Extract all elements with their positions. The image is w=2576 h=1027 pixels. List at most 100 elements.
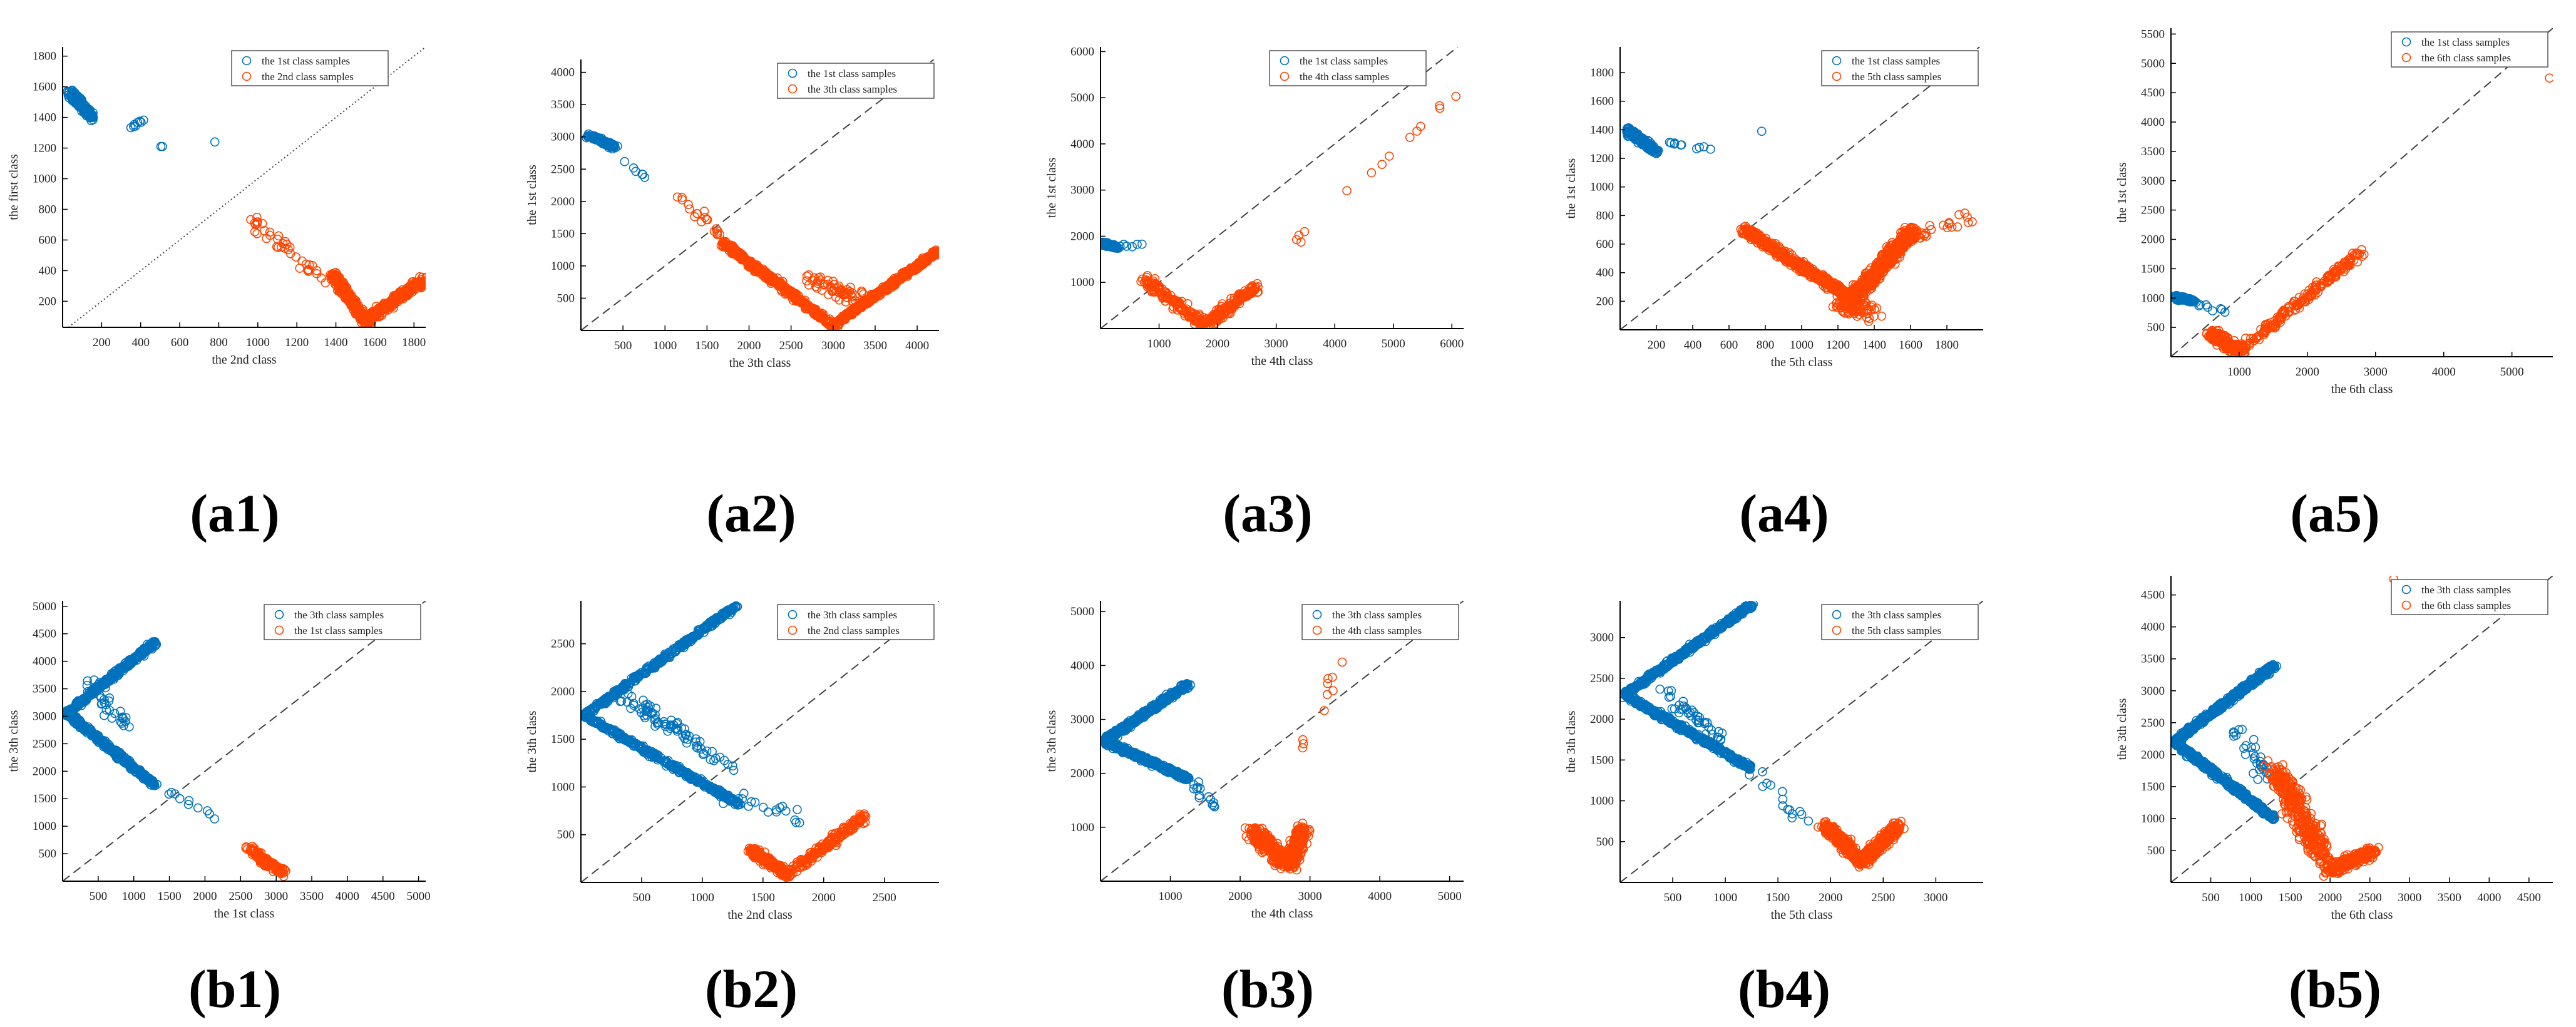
x-tick-label: 1200 (285, 336, 309, 349)
x-tick-label: 1400 (1862, 339, 1886, 352)
x-tick-label: 2000 (1206, 337, 1229, 350)
x-tick-label: 1400 (324, 336, 348, 349)
series2-point (1877, 312, 1886, 320)
x-tick-label: 3500 (863, 339, 887, 352)
y-tick-label: 200 (39, 295, 57, 308)
x-tick-label: 1800 (402, 336, 426, 349)
x-tick-label: 500 (614, 339, 632, 352)
x-tick-label: 3000 (1265, 337, 1288, 350)
y-tick-label: 1500 (2141, 262, 2165, 275)
y-tick-label: 1200 (1590, 152, 1614, 165)
series1-point (1133, 240, 1141, 248)
y-tick-label: 2500 (551, 163, 575, 176)
y-tick-label: 200 (1596, 295, 1614, 308)
legend-label: the 5th class samples (1852, 71, 1941, 83)
reference-line (68, 47, 426, 327)
series2-point (684, 200, 692, 208)
y-tick-label: 2000 (2141, 233, 2165, 247)
y-tick-label: 3000 (551, 131, 575, 144)
reference-line (63, 601, 426, 881)
y-axis-label: the 1st class (525, 165, 539, 225)
x-tick-label: 800 (1757, 339, 1775, 352)
series2-point (674, 193, 682, 201)
y-tick-label: 1000 (551, 260, 575, 273)
x-tick-label: 1600 (363, 336, 387, 349)
series2-point (1954, 223, 1962, 231)
points-a3 (1097, 93, 1460, 332)
reference-line (1620, 47, 1979, 330)
series2-point (295, 264, 304, 272)
series2-point (1367, 169, 1375, 177)
chart-a3: 1000 2000 3000 4000 5000 6000 1000 2000 3000 4000… (1045, 45, 1464, 368)
series2-point (1955, 211, 1963, 219)
y-tick-label: 1500 (551, 227, 575, 240)
y-axis-label: the 1st class (2115, 162, 2129, 223)
x-tick-label: 6000 (1440, 337, 1464, 350)
y-tick-label: 5000 (1070, 91, 1094, 105)
y-tick-label: 500 (557, 292, 575, 305)
y-tick-label: 3500 (2141, 145, 2165, 158)
x-tick-label: 400 (1684, 339, 1702, 352)
x-tick-label: 1000 (2227, 365, 2251, 379)
points-a1 (63, 86, 430, 329)
y-tick-label: 2500 (2141, 204, 2165, 217)
y-tick-label: 800 (1596, 209, 1614, 222)
points-a2 (582, 130, 942, 331)
y-tick-label: 1200 (33, 142, 56, 155)
legend-label: the 1st class samples (1852, 55, 1940, 67)
y-tick-label: 1400 (1590, 123, 1614, 136)
series1-point (620, 158, 629, 166)
y-tick-label: 1600 (1590, 95, 1614, 108)
y-tick-label: 3000 (1070, 184, 1094, 197)
series2-point (1872, 304, 1881, 312)
y-tick-label: 5500 (2141, 28, 2165, 41)
legend-label: the 1st class samples (262, 55, 350, 67)
x-tick-label: 2500 (779, 339, 803, 352)
series1-point (1128, 243, 1136, 251)
y-tick-label: 1000 (1070, 276, 1094, 289)
y-tick-label: 4500 (2141, 86, 2165, 100)
y-tick-label: 800 (39, 203, 57, 216)
y-tick-label: 1000 (33, 173, 56, 186)
legend-label: the 1st class samples (1300, 55, 1388, 67)
points-a4 (1623, 124, 1976, 325)
x-axis-label: the 6th class (2331, 382, 2393, 396)
legend-label: the 1st class samples (2421, 36, 2510, 48)
x-tick-label: 1500 (695, 339, 719, 352)
y-axis-label: the 1st class (1564, 158, 1578, 218)
x-tick-label: 1000 (653, 339, 677, 352)
x-tick-label: 1200 (1826, 339, 1850, 352)
x-tick-label: 2000 (737, 339, 761, 352)
x-axis-label: the 5th class (1771, 355, 1833, 369)
series2-point (1385, 152, 1393, 160)
legend-label: the 2nd class samples (262, 71, 354, 83)
x-tick-label: 4000 (2432, 365, 2456, 379)
y-tick-label: 2000 (1070, 230, 1094, 243)
x-tick-label: 3000 (821, 339, 845, 352)
series1-point (211, 138, 219, 146)
y-tick-label: 4000 (551, 66, 575, 79)
y-tick-label: 2000 (551, 195, 575, 208)
y-tick-label: 500 (2147, 321, 2165, 334)
y-tick-label: 3500 (551, 98, 575, 111)
y-axis-label: the first class (7, 154, 21, 220)
x-tick-label: 1000 (1147, 337, 1171, 350)
y-tick-label: 1600 (33, 81, 56, 94)
x-tick-label: 4000 (1323, 337, 1347, 350)
series1-point (1758, 127, 1766, 135)
y-tick-label: 400 (39, 264, 57, 277)
points-b1 (60, 638, 290, 881)
x-tick-label: 200 (93, 336, 111, 349)
y-tick-label: 4000 (1070, 138, 1094, 151)
x-tick-label: 600 (171, 336, 189, 349)
x-tick-label: 1000 (246, 336, 270, 349)
legend-label: the 3th class samples (808, 83, 897, 95)
y-tick-label: 600 (1596, 238, 1614, 251)
series2-point (1452, 93, 1460, 101)
series2-point (2545, 74, 2553, 82)
y-tick-label: 1000 (2141, 292, 2165, 305)
x-tick-label: 800 (210, 336, 228, 349)
y-tick-label: 1800 (1590, 66, 1614, 79)
